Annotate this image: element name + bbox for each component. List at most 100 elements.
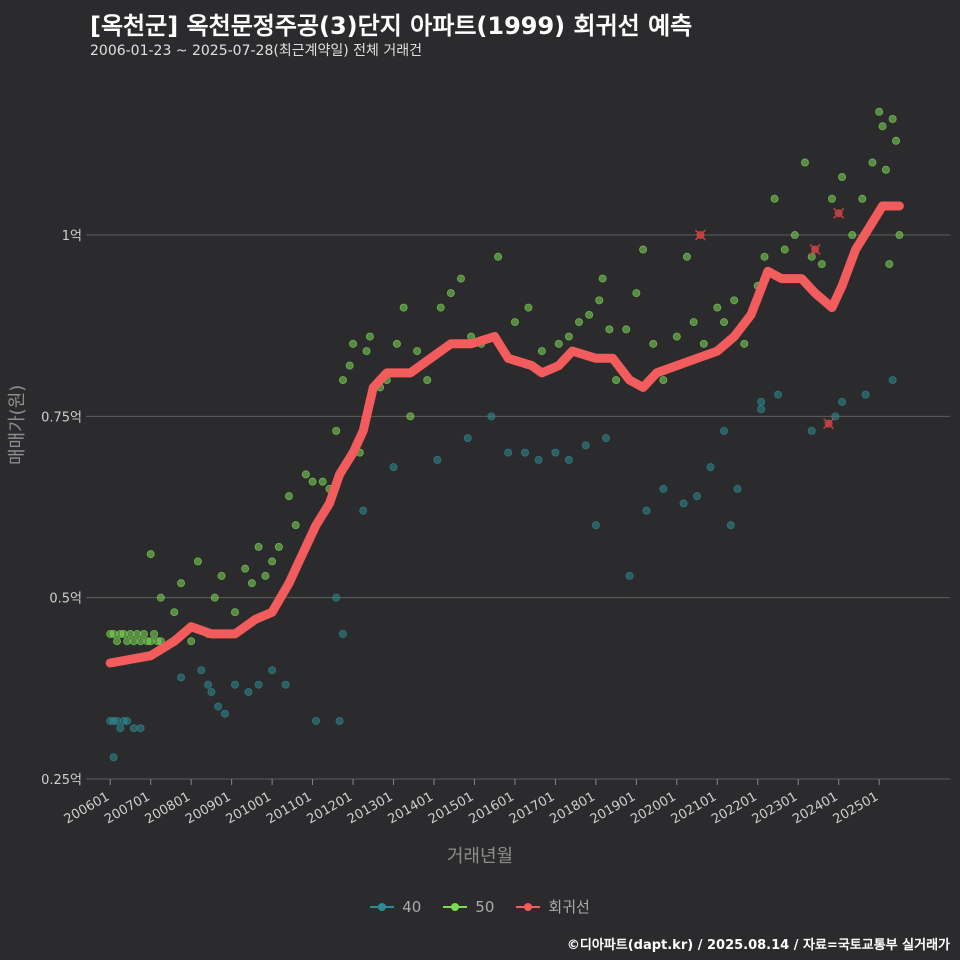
- x-tick-label: 201701: [507, 789, 557, 827]
- data-point: [679, 499, 688, 508]
- data-point: [281, 680, 290, 689]
- data-point: [892, 136, 901, 145]
- data-point: [433, 455, 442, 464]
- data-point: [885, 260, 894, 269]
- data-point: [790, 231, 799, 240]
- data-point: [848, 231, 857, 240]
- legend-key-regression-icon: [516, 901, 541, 913]
- data-point: [109, 629, 118, 638]
- data-point: [888, 376, 897, 385]
- data-point: [774, 390, 783, 399]
- x-tick-label: 201301: [345, 789, 395, 827]
- data-point: [214, 702, 223, 711]
- y-tick-label: 0.75억: [41, 410, 82, 425]
- legend-label-50: 50: [475, 897, 495, 916]
- data-point: [217, 571, 226, 580]
- data-point: [123, 637, 132, 646]
- data-point: [254, 542, 263, 551]
- data-point: [112, 716, 121, 725]
- data-point: [399, 303, 408, 312]
- data-point: [349, 339, 358, 348]
- chart-title: [옥천군] 옥천문정주공(3)단지 아파트(1999) 회귀선 예측: [90, 12, 693, 40]
- legend-label-regression: 회귀선: [548, 898, 590, 916]
- data-point: [156, 593, 165, 602]
- data-point: [632, 289, 641, 298]
- outlier-markers: [694, 207, 845, 430]
- legend-label-40: 40: [402, 897, 422, 916]
- data-point: [139, 629, 148, 638]
- y-tick-label: 1억: [62, 229, 82, 244]
- data-point: [146, 550, 155, 559]
- data-point: [413, 347, 422, 356]
- data-point: [119, 629, 128, 638]
- data-point: [112, 637, 121, 646]
- data-point: [659, 484, 668, 493]
- data-point: [858, 194, 867, 203]
- data-point: [605, 325, 614, 334]
- data-point: [241, 564, 250, 573]
- data-point: [807, 426, 816, 435]
- data-point: [622, 325, 631, 334]
- data-point: [268, 666, 277, 675]
- data-point: [699, 339, 708, 348]
- data-point: [757, 405, 766, 414]
- data-point: [881, 165, 890, 174]
- data-point: [693, 492, 702, 501]
- x-tick-label: 201001: [224, 789, 274, 827]
- data-point: [713, 303, 722, 312]
- data-point: [204, 680, 213, 689]
- data-point: [875, 107, 884, 116]
- data-point: [193, 557, 202, 566]
- data-point: [284, 492, 293, 501]
- data-point: [730, 296, 739, 305]
- data-point: [537, 347, 546, 356]
- data-point: [423, 376, 432, 385]
- data-point: [456, 274, 465, 283]
- x-axis-label: 거래년월: [446, 846, 514, 867]
- x-tick-label: 201401: [386, 789, 436, 827]
- data-point: [231, 680, 240, 689]
- data-point: [332, 426, 341, 435]
- legend-item-regression: 회귀선: [516, 896, 590, 917]
- series-40-points: [106, 376, 897, 762]
- data-point: [720, 426, 729, 435]
- data-point: [392, 339, 401, 348]
- data-point: [602, 434, 611, 443]
- data-point: [123, 716, 132, 725]
- data-point: [672, 332, 681, 341]
- data-point: [760, 252, 769, 261]
- data-point: [332, 593, 341, 602]
- data-point: [895, 231, 904, 240]
- data-point: [598, 274, 607, 283]
- x-tick-label: 201101: [264, 789, 314, 827]
- y-tick-label: 0.5억: [49, 592, 82, 607]
- data-point: [197, 666, 206, 675]
- data-point: [740, 339, 749, 348]
- outlier-x-mark: [809, 244, 821, 256]
- legend-key-50-icon: [443, 901, 468, 913]
- data-point: [268, 557, 277, 566]
- data-point: [817, 260, 826, 269]
- data-point: [231, 608, 240, 617]
- data-point: [301, 470, 310, 479]
- data-point: [581, 441, 590, 450]
- data-point: [177, 673, 186, 682]
- data-point: [780, 245, 789, 254]
- data-point: [129, 637, 138, 646]
- data-point: [129, 724, 138, 733]
- x-tick-label: 201201: [305, 789, 355, 827]
- data-point: [591, 521, 600, 530]
- data-point: [254, 680, 263, 689]
- data-point: [146, 637, 155, 646]
- legend-item-40: 40: [370, 896, 421, 917]
- data-point: [659, 376, 668, 385]
- legend: 40 50 회귀선: [0, 896, 960, 917]
- regression-line-path: [105, 201, 904, 668]
- data-point: [136, 724, 145, 733]
- data-point: [345, 361, 354, 370]
- data-point: [585, 310, 594, 319]
- data-point: [311, 716, 320, 725]
- data-point: [389, 463, 398, 472]
- data-point: [510, 318, 519, 327]
